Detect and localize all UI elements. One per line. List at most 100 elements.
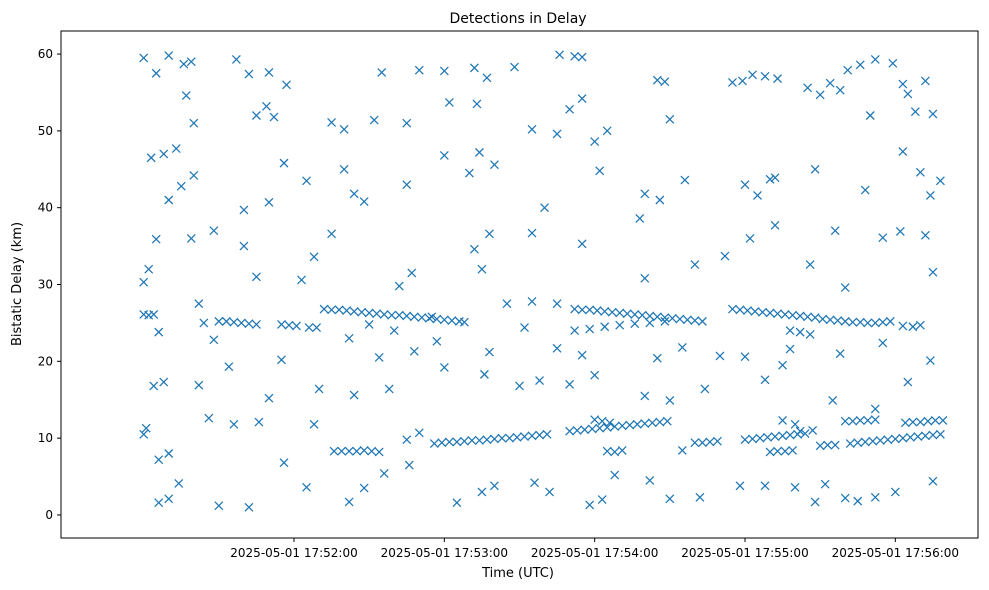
data-point <box>773 309 783 319</box>
data-point <box>780 310 790 319</box>
data-point <box>760 71 770 81</box>
data-point <box>690 260 700 269</box>
data-point <box>655 417 665 427</box>
data-point <box>700 384 710 394</box>
data-point <box>625 420 635 430</box>
data-point <box>409 346 419 356</box>
data-point <box>469 244 479 254</box>
data-point <box>760 481 770 491</box>
data-point <box>297 275 306 285</box>
data-point <box>585 305 595 315</box>
data-point <box>146 153 156 163</box>
data-point <box>414 428 424 438</box>
data-point <box>665 494 675 504</box>
data-point <box>690 316 700 326</box>
data-point <box>682 315 692 325</box>
data-point <box>179 59 189 69</box>
data-point <box>244 319 254 329</box>
data-point <box>640 189 650 199</box>
data-point <box>870 318 880 328</box>
data-point <box>770 220 780 230</box>
data-point <box>459 436 469 446</box>
data-point <box>364 308 374 318</box>
data-point <box>512 432 522 442</box>
data-point <box>863 416 873 425</box>
data-point <box>367 446 377 456</box>
data-point <box>738 76 747 86</box>
data-point <box>164 494 174 504</box>
data-point <box>545 487 555 497</box>
data-point <box>800 429 810 438</box>
data-point <box>587 424 597 434</box>
data-point <box>585 324 595 334</box>
data-point <box>334 305 344 315</box>
y-axis-ticks: 0 10 20 30 40 50 60 <box>38 47 61 522</box>
data-point <box>740 352 750 362</box>
data-point <box>595 166 605 176</box>
data-point <box>652 312 662 322</box>
data-point <box>745 233 755 243</box>
data-point <box>915 320 925 330</box>
data-point <box>607 307 617 317</box>
data-point <box>830 440 840 450</box>
data-point <box>527 124 537 134</box>
data-point <box>339 124 349 134</box>
data-point <box>570 304 580 314</box>
data-point <box>510 62 519 72</box>
data-point <box>444 97 454 107</box>
data-point <box>818 314 828 324</box>
data-point <box>860 437 870 447</box>
data-point <box>577 239 587 249</box>
data-point <box>236 318 246 328</box>
data-point <box>580 425 590 435</box>
data-point <box>535 430 544 440</box>
data-point <box>795 426 805 436</box>
data-point <box>239 205 249 215</box>
data-point <box>750 306 760 316</box>
data-point <box>402 118 412 128</box>
data-point <box>520 323 529 332</box>
data-point <box>652 353 662 363</box>
data-point <box>484 229 494 239</box>
data-point <box>312 323 321 332</box>
data-point <box>244 69 254 79</box>
data-point <box>898 433 908 443</box>
data-point <box>292 321 301 331</box>
data-point <box>204 413 214 423</box>
data-point <box>848 416 858 426</box>
data-point <box>645 311 655 321</box>
data-point <box>437 438 447 448</box>
data-point <box>239 241 249 251</box>
data-point <box>490 434 499 444</box>
data-point <box>748 434 757 444</box>
data-point <box>878 317 888 327</box>
data-point <box>748 70 757 80</box>
data-point <box>186 233 196 243</box>
data-point <box>497 433 507 443</box>
x-tick-label: 2025-05-01 17:54:00 <box>531 546 658 560</box>
data-point <box>590 137 600 147</box>
data-point <box>788 310 798 320</box>
data-point <box>770 432 780 442</box>
data-point <box>823 440 833 450</box>
data-point <box>552 343 562 353</box>
data-point <box>677 343 687 352</box>
data-point <box>251 111 261 120</box>
data-point <box>780 446 790 456</box>
data-point <box>464 168 474 178</box>
data-point <box>577 305 587 315</box>
data-point <box>377 68 387 77</box>
y-tick-label: 0 <box>45 508 53 522</box>
data-point <box>251 320 261 329</box>
data-point <box>615 320 625 330</box>
data-point <box>590 370 600 380</box>
data-point <box>610 422 620 432</box>
data-point <box>439 151 449 160</box>
y-tick-label: 20 <box>38 354 53 368</box>
data-point <box>389 326 399 336</box>
data-point <box>479 369 489 379</box>
data-point <box>660 316 670 326</box>
data-point <box>552 129 562 139</box>
data-point <box>284 320 294 330</box>
